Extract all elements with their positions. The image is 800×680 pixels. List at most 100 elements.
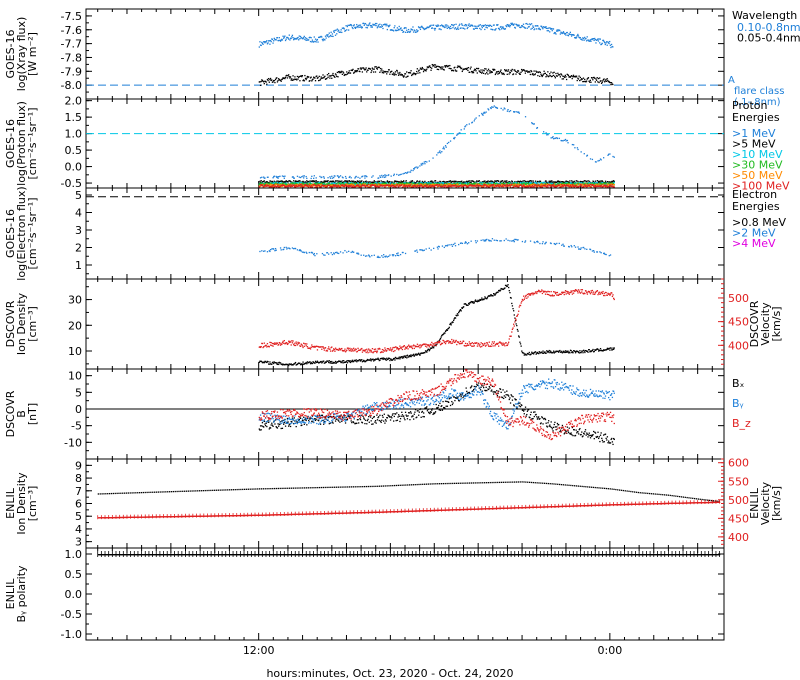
data-point: [600, 159, 602, 161]
data-point: [431, 63, 433, 66]
data-point: [319, 182, 321, 185]
data-point: [354, 26, 356, 29]
data-point: [316, 39, 318, 41]
data-point: [277, 180, 279, 182]
data-point: [450, 183, 452, 186]
data-point: [560, 74, 563, 76]
data-point: [388, 185, 390, 188]
data-point: [381, 174, 383, 177]
data-point: [483, 70, 485, 72]
data-point: [581, 182, 583, 184]
data-point: [418, 182, 420, 184]
data-point: [310, 37, 312, 39]
data-point: [309, 77, 312, 79]
data-point: [490, 185, 492, 187]
data-point: [362, 67, 365, 69]
data-point: [302, 175, 304, 177]
data-point: [579, 37, 581, 39]
data-point: [370, 185, 372, 188]
data-point: [355, 175, 357, 178]
data-point: [352, 185, 354, 187]
data-point: [369, 186, 371, 188]
y-tick-label: 0.0: [65, 161, 83, 174]
data-point: [342, 71, 344, 73]
data-point: [308, 39, 310, 41]
data-point: [540, 184, 542, 186]
data-point: [292, 37, 294, 39]
data-point: [501, 27, 503, 29]
data-point: [535, 25, 537, 27]
data-point: [563, 183, 565, 185]
data-point: [339, 186, 342, 188]
data-point: [596, 251, 599, 253]
data-point: [409, 31, 411, 34]
data-point: [338, 176, 340, 179]
data-point: [613, 180, 615, 183]
data-point: [480, 69, 482, 71]
data-point: [611, 185, 613, 188]
data-point: [259, 177, 262, 179]
data-point: [398, 25, 400, 28]
data-point: [346, 25, 349, 28]
y-tick-label: -7.8: [61, 51, 82, 64]
data-point: [439, 28, 441, 30]
data-point: [549, 180, 552, 182]
data-point: [303, 37, 305, 39]
data-point: [449, 25, 452, 28]
data-point: [285, 183, 287, 185]
data-point: [319, 79, 321, 81]
data-point: [323, 76, 325, 78]
data-point: [609, 184, 612, 186]
data-point: [454, 181, 456, 183]
data-point: [514, 184, 516, 186]
data-point: [289, 186, 292, 188]
data-point: [332, 35, 334, 38]
data-point: [527, 180, 529, 182]
data-point: [497, 73, 499, 75]
data-point: [326, 252, 329, 254]
data-point: [478, 183, 480, 185]
data-point: [456, 27, 458, 30]
data-point: [450, 181, 452, 184]
data-point: [406, 185, 408, 187]
data-point: [469, 68, 472, 70]
data-point: [354, 177, 356, 179]
data-point: [556, 181, 558, 183]
data-point: [331, 175, 333, 177]
data-point: [271, 182, 273, 184]
data-point: [536, 186, 539, 188]
data-point: [488, 184, 490, 187]
data-point: [355, 26, 357, 28]
data-point: [387, 71, 389, 73]
data-point: [466, 67, 468, 69]
data-point: [279, 184, 281, 186]
data-point: [453, 182, 455, 185]
data-point: [354, 71, 357, 73]
data-point: [392, 186, 394, 188]
data-point: [401, 29, 403, 31]
data-point: [577, 33, 579, 36]
data-point: [323, 185, 325, 187]
data-point: [385, 174, 387, 177]
data-point: [529, 24, 532, 26]
data-point: [530, 70, 533, 73]
data-point: [283, 177, 285, 179]
data-point: [610, 181, 612, 183]
data-point: [259, 185, 261, 188]
data-point: [298, 185, 300, 187]
data-point: [510, 23, 513, 26]
data-point: [306, 184, 309, 186]
data-point: [494, 186, 496, 188]
data-point: [366, 24, 368, 26]
data-point: [264, 184, 267, 186]
data-point: [259, 180, 261, 182]
data-point: [388, 182, 390, 185]
data-point: [474, 240, 477, 242]
data-point: [301, 184, 303, 186]
data-point: [489, 107, 492, 109]
data-point: [444, 181, 446, 183]
data-point: [380, 183, 382, 185]
data-point: [521, 70, 523, 72]
data-point: [330, 252, 332, 254]
data-point: [599, 251, 601, 253]
